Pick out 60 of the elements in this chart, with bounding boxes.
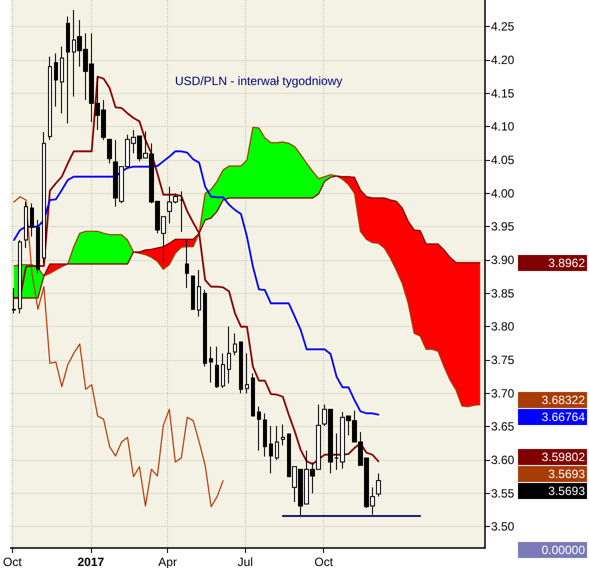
candlestick (18, 240, 22, 314)
text: 3.8962 (548, 256, 586, 270)
text: USD/PLN - interwał tygodniowy (175, 74, 342, 88)
y-tick-label: 4.15 (491, 86, 515, 100)
x-tick-label: Oct (3, 555, 22, 568)
x-tick-label: Jul (238, 555, 253, 568)
text: 3.59802 (542, 450, 586, 464)
candlestick (257, 406, 261, 452)
y-tick-label: 3.75 (491, 353, 515, 367)
candlestick (215, 346, 219, 388)
candlestick (281, 424, 285, 446)
candlestick (36, 220, 40, 274)
y-tick-label: 4.20 (491, 53, 515, 67)
y-tick-label: 3.50 (491, 520, 515, 534)
candlestick (376, 472, 381, 498)
text: 0.00000 (542, 543, 586, 557)
candlestick (185, 240, 189, 288)
candlestick (12, 288, 16, 314)
candlestick (263, 412, 267, 458)
y-tick-label: 3.85 (491, 286, 515, 300)
y-tick-label: 3.55 (491, 486, 515, 500)
text: 3.68322 (542, 393, 586, 407)
x-tick-label: Oct (314, 555, 334, 568)
candlestick (24, 202, 28, 248)
candlestick (203, 290, 207, 368)
candlestick (107, 138, 112, 164)
candlestick (245, 352, 249, 394)
y-tick-label: 3.80 (491, 320, 515, 334)
candlestick (197, 270, 201, 318)
candlestick (191, 276, 195, 310)
text: 3.66764 (542, 410, 586, 424)
y-tick-label: 3.60 (491, 453, 515, 467)
y-tick-label: 4.05 (491, 153, 515, 167)
line-series (13, 196, 224, 508)
y-tick-label: 4.00 (491, 186, 515, 200)
line-series (13, 126, 480, 408)
candlestick (60, 46, 64, 114)
line-series (13, 150, 380, 416)
candlestick (251, 372, 255, 416)
y-tick-label: 3.90 (491, 253, 515, 267)
y-tick-label: 3.70 (491, 386, 515, 400)
candlestick (54, 52, 58, 108)
y-tick-label: 3.65 (491, 420, 515, 434)
candlestick (239, 340, 243, 394)
candlestick (209, 346, 213, 384)
y-tick-label: 4.10 (491, 120, 515, 134)
candlestick (42, 132, 46, 264)
candlestick (275, 426, 279, 460)
candlestick (269, 426, 273, 474)
text: 3.5693 (548, 484, 586, 498)
candlestick (227, 326, 231, 384)
candlestick (30, 202, 34, 238)
y-tick-label: 4.25 (491, 20, 515, 34)
x-tick-label: 2017 (77, 555, 104, 568)
text: 3.5693 (548, 467, 586, 481)
candlestick (48, 56, 52, 140)
candlestick (66, 16, 70, 124)
y-tick-label: 3.95 (491, 220, 515, 234)
candlestick (233, 332, 237, 356)
candlestick (221, 352, 225, 388)
